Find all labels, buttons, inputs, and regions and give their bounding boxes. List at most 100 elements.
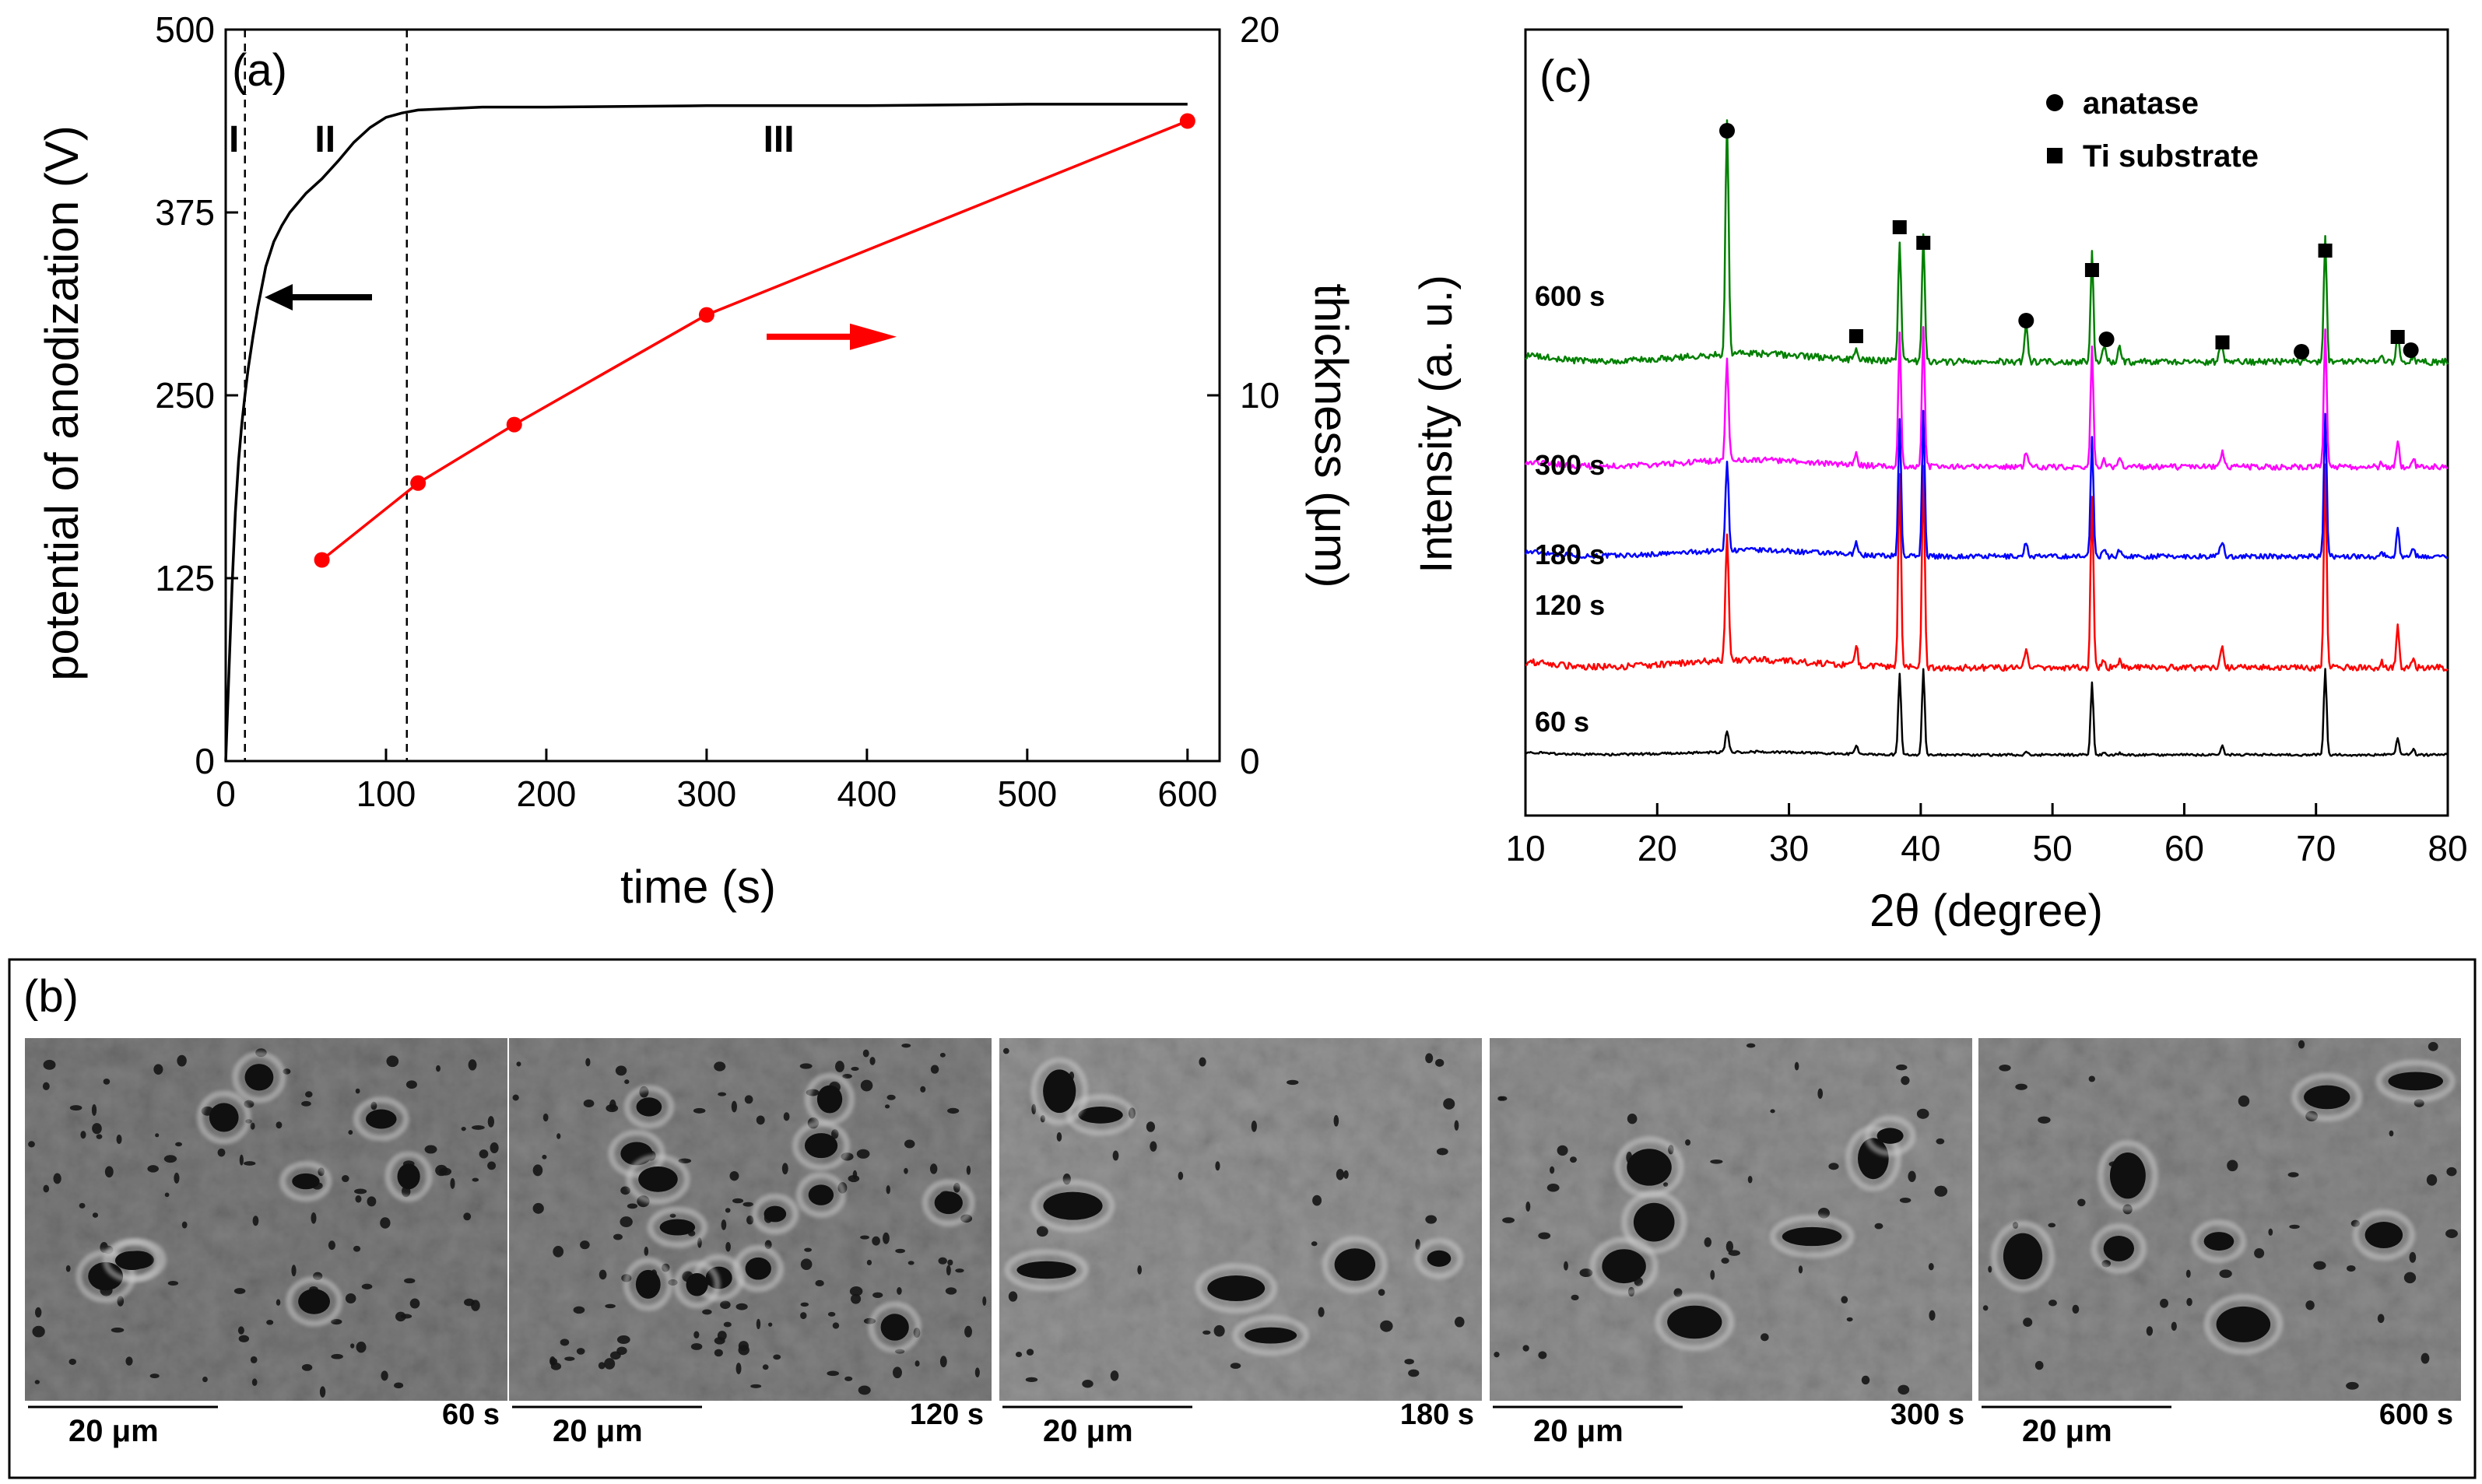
sem-pore [800, 1302, 809, 1307]
sem-pore [80, 1131, 86, 1139]
sem-pore [103, 1079, 111, 1085]
sem-large-pore [804, 1133, 838, 1159]
sem-large-pore [816, 1085, 843, 1114]
sem-pore [355, 1195, 362, 1203]
sem-pore-rim [751, 1193, 799, 1235]
scale-bar-label: 20 μm [68, 1414, 159, 1448]
sem-pore [2186, 1297, 2192, 1307]
sem-large-pore [808, 1184, 834, 1205]
sem-pore [1230, 1363, 1241, 1370]
sem-pore [851, 1066, 859, 1072]
sem-pore [237, 1326, 244, 1335]
sem-pore [2403, 1272, 2417, 1284]
sem-pore-rim [1322, 1236, 1388, 1293]
sem-image-3: 20 μm 180 s [999, 1038, 1482, 1449]
sem-large-pore [635, 1269, 661, 1299]
panel-a-right-y-axis: 0 10 20 [1207, 9, 1280, 781]
sem-pore [345, 1293, 356, 1304]
sem-pore-rim [1195, 1263, 1278, 1314]
sem-pore [2219, 1269, 2232, 1279]
sem-pore [386, 1055, 399, 1068]
sem-time-label: 180 s [1400, 1398, 1474, 1431]
sem-pore [424, 1145, 437, 1154]
sem-pore [353, 1245, 361, 1252]
sem-pore [605, 1303, 616, 1309]
sem-pore [1685, 1139, 1691, 1146]
sem-pore [1110, 1370, 1119, 1381]
sem-large-pore [1633, 1202, 1675, 1242]
sem-large-pore [2003, 1233, 2043, 1280]
sem-pore [721, 1219, 727, 1230]
sem-pore [250, 1356, 258, 1363]
sem-large-pore [209, 1103, 239, 1132]
sem-pore [1557, 1145, 1568, 1156]
sem-pore [773, 1354, 781, 1360]
sem-pore [1137, 1265, 1142, 1275]
sem-pore [1026, 1349, 1034, 1356]
sem-pore [116, 1135, 122, 1145]
sem-pore [1025, 1377, 1038, 1382]
sem-pore [550, 1362, 562, 1370]
sem-pore [564, 1356, 575, 1361]
region-label-III: III [764, 119, 795, 160]
sem-pore [714, 1349, 723, 1357]
sem-pore [542, 1113, 549, 1122]
x-tick-label: 50 [2033, 828, 2073, 868]
y-right-tick-label: 10 [1240, 375, 1280, 416]
sem-pore [939, 1356, 947, 1368]
sem-pore [1522, 1345, 1529, 1352]
sem-pore [746, 1216, 754, 1225]
sem-large-pore [1334, 1248, 1376, 1281]
sem-pore [729, 1170, 739, 1181]
sem-pore [276, 1121, 283, 1129]
thickness-point [1179, 113, 1195, 129]
sem-pore [767, 1322, 773, 1327]
sem-pore [580, 1240, 590, 1250]
sem-pore-rim [2203, 1293, 2284, 1355]
sem-pore [331, 1318, 342, 1325]
panel-a-arrows [265, 284, 897, 350]
sem-pore [1056, 1131, 1062, 1142]
sem-large-pore [2103, 1235, 2135, 1261]
scale-bar-label: 20 μm [1043, 1414, 1133, 1448]
sem-large-pore [244, 1064, 274, 1091]
panel-c-peak-markers [1719, 123, 2419, 360]
sem-pore [1443, 1098, 1455, 1110]
sem-large-pore [1876, 1128, 1904, 1144]
sem-large-pore [1667, 1305, 1722, 1339]
thickness-point [314, 552, 330, 568]
sem-pore [2428, 1041, 2438, 1051]
thickness-point [506, 416, 522, 433]
sem-pore [1311, 1241, 1318, 1247]
sem-pore [202, 1376, 208, 1383]
sem-pore [947, 1107, 960, 1114]
sem-pore [731, 1100, 737, 1113]
sem-pore [461, 1127, 466, 1131]
sem-pore [604, 1358, 616, 1370]
sem-pore [1002, 1047, 1009, 1054]
sem-pore [852, 1170, 858, 1180]
sem-pore [1899, 1197, 1912, 1203]
sem-pore [583, 1099, 595, 1108]
panel-a-left-y-axis: 0 125 250 375 500 [155, 9, 238, 781]
sem-pore [92, 1123, 102, 1135]
sem-pore [1579, 1268, 1593, 1278]
sem-large-pore [1427, 1250, 1452, 1267]
sem-pore [884, 1104, 890, 1109]
sem-pore [2227, 1159, 2238, 1172]
sem-pore [750, 1384, 762, 1388]
sem-pore [1798, 1265, 1803, 1274]
sem-pore [714, 1061, 726, 1072]
sem-pore [842, 1074, 852, 1079]
sem-large-pore [636, 1097, 662, 1117]
sem-large-pore [2109, 1152, 2146, 1199]
sem-large-pore [1245, 1327, 1297, 1344]
sem-caption-area [999, 1401, 1482, 1449]
sem-pore [1425, 1053, 1434, 1064]
panel-b-sem-images: (b) 20 μm 60 s 20 μm 120 s 20 μm 180 s 20 μm 30… [8, 958, 2477, 1479]
sem-large-pore [1782, 1226, 1842, 1247]
sem-pore [886, 1185, 890, 1195]
sem-pore [702, 1309, 712, 1315]
sem-caption-area [509, 1401, 992, 1449]
sem-pore [929, 1163, 938, 1174]
